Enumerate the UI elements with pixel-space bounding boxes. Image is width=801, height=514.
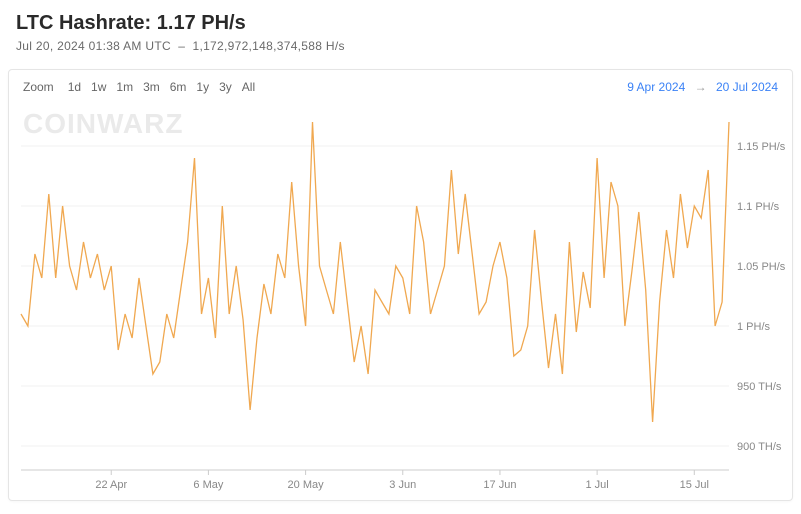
- svg-text:900 TH/s: 900 TH/s: [737, 441, 782, 453]
- zoom-3m[interactable]: 3m: [143, 80, 160, 94]
- arrow-right-icon: →: [695, 80, 707, 94]
- svg-text:1 PH/s: 1 PH/s: [737, 321, 771, 333]
- svg-text:1.1 PH/s: 1.1 PH/s: [737, 201, 780, 213]
- date-range: 9 Apr 2024 → 20 Jul 2024: [627, 80, 778, 94]
- hashrate-chart: 1.15 PH/s 1.1 PH/s 1.05 PH/s 1 PH/s 950 TH/s…: [9, 100, 794, 500]
- timestamp: Jul 20, 2024 01:38 AM UTC: [16, 39, 171, 53]
- svg-text:22 Apr: 22 Apr: [95, 479, 127, 491]
- separator: –: [178, 39, 185, 53]
- svg-text:6 May: 6 May: [193, 479, 223, 491]
- zoom-group: Zoom 1d 1w 1m 3m 6m 1y 3y All: [23, 80, 255, 94]
- svg-text:1.05 PH/s: 1.05 PH/s: [737, 261, 786, 273]
- chart-toolbar: Zoom 1d 1w 1m 3m 6m 1y 3y All 9 Apr 2024…: [9, 70, 792, 100]
- range-to[interactable]: 20 Jul 2024: [716, 80, 778, 94]
- range-from[interactable]: 9 Apr 2024: [627, 80, 685, 94]
- svg-text:1 Jul: 1 Jul: [585, 479, 608, 491]
- watermark: COINWARZ: [23, 108, 183, 140]
- chart-card: Zoom 1d 1w 1m 3m 6m 1y 3y All 9 Apr 2024…: [8, 69, 793, 501]
- zoom-1m[interactable]: 1m: [116, 80, 133, 94]
- zoom-6m[interactable]: 6m: [170, 80, 187, 94]
- svg-text:1.15 PH/s: 1.15 PH/s: [737, 141, 786, 153]
- page-title: LTC Hashrate: 1.17 PH/s: [16, 12, 785, 35]
- svg-text:950 TH/s: 950 TH/s: [737, 381, 782, 393]
- svg-text:17 Jun: 17 Jun: [483, 479, 516, 491]
- svg-text:3 Jun: 3 Jun: [389, 479, 416, 491]
- svg-text:15 Jul: 15 Jul: [680, 479, 709, 491]
- svg-text:20 May: 20 May: [288, 479, 325, 491]
- zoom-3y[interactable]: 3y: [219, 80, 232, 94]
- page-subtitle: Jul 20, 2024 01:38 AM UTC – 1,172,972,14…: [16, 39, 785, 53]
- chart-area: COINWARZ 1.15 PH/s 1.1 PH/s 1.05 PH/s 1 PH/…: [9, 100, 792, 500]
- zoom-1w[interactable]: 1w: [91, 80, 106, 94]
- zoom-1d[interactable]: 1d: [68, 80, 81, 94]
- hashrate-raw: 1,172,972,148,374,588 H/s: [192, 39, 344, 53]
- zoom-all[interactable]: All: [242, 80, 255, 94]
- zoom-label: Zoom: [23, 80, 54, 94]
- zoom-1y[interactable]: 1y: [196, 80, 209, 94]
